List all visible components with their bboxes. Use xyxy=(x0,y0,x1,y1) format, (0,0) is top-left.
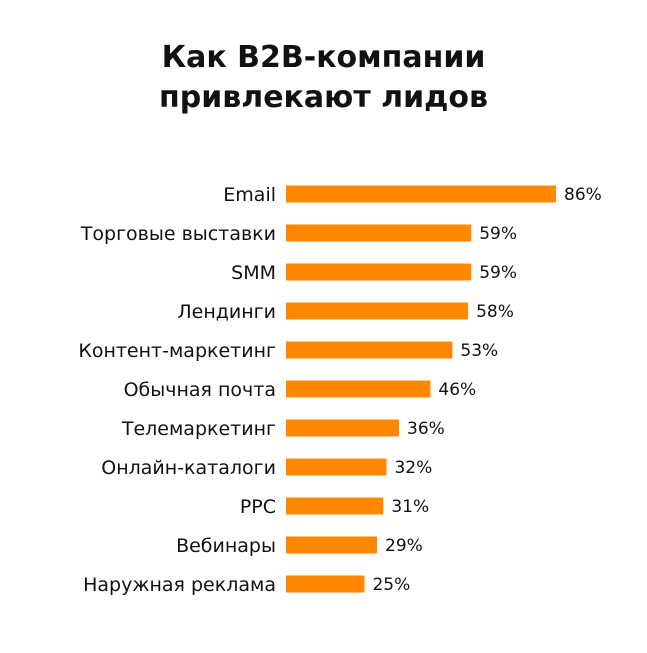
chart-title: Как B2B-компании привлекают лидов xyxy=(0,38,647,118)
value-label: 29% xyxy=(385,536,423,556)
bar xyxy=(286,380,431,398)
category-label: Лендинги xyxy=(177,301,276,323)
value-label: 86% xyxy=(564,185,602,205)
value-label: 59% xyxy=(479,263,517,283)
category-label: Вебинары xyxy=(176,535,276,557)
chart-title-line-2: привлекают лидов xyxy=(159,80,488,115)
category-label: Онлайн-каталоги xyxy=(101,457,276,479)
bar xyxy=(286,458,387,476)
value-label: 59% xyxy=(479,224,517,244)
bar xyxy=(286,419,400,437)
category-label: PPC xyxy=(240,496,276,518)
bar xyxy=(286,302,469,320)
value-label: 31% xyxy=(391,497,429,517)
bar xyxy=(286,536,378,554)
category-label: SMM xyxy=(231,262,276,284)
bar xyxy=(286,224,472,242)
chart-title-line-1: Как B2B-компании xyxy=(161,40,486,75)
category-label: Наружная реклама xyxy=(83,574,276,596)
category-label: Обычная почта xyxy=(124,379,276,401)
bar xyxy=(286,185,556,203)
value-label: 25% xyxy=(372,575,410,595)
value-label: 36% xyxy=(407,419,445,439)
category-label: Торговые выставки xyxy=(80,223,276,245)
value-label: 53% xyxy=(460,341,498,361)
value-label: 32% xyxy=(394,458,432,478)
bar xyxy=(286,341,453,359)
bar xyxy=(286,263,472,281)
category-label: Контент-маркетинг xyxy=(78,340,276,362)
bar xyxy=(286,575,365,593)
value-label: 58% xyxy=(476,302,514,322)
category-label: Email xyxy=(223,184,276,206)
category-label: Телемаркетинг xyxy=(121,418,276,440)
value-label: 46% xyxy=(438,380,476,400)
bar xyxy=(286,497,384,515)
